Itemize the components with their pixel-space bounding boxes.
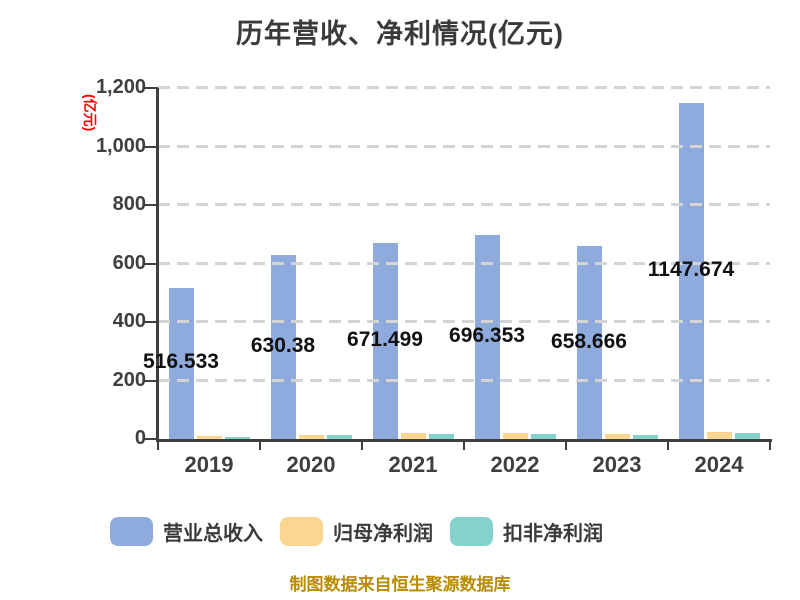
category-label-2024: 2024	[694, 452, 744, 477]
net-profit-color-swatch	[280, 517, 323, 546]
y-axis-tick-label-0: 0	[134, 427, 146, 449]
y-axis-tick-200	[144, 379, 158, 382]
y-axis-tick-label-1200: 1,200	[95, 76, 146, 98]
value-label-2020: 630.38	[250, 333, 316, 357]
bar-non-gaap-net-profit-2021	[428, 433, 454, 439]
bar-net-profit-attributable-2023	[604, 433, 630, 439]
category-label-2023: 2023	[592, 452, 642, 477]
legend-label-total-revenue: 营业总收入	[163, 523, 263, 545]
gridline-400	[158, 320, 770, 323]
y-axis-tick-label-600: 600	[112, 251, 146, 274]
revenue-color-swatch	[110, 517, 153, 546]
bar-non-gaap-net-profit-2020	[326, 435, 352, 439]
x-axis-tick-0	[157, 439, 159, 450]
x-axis-tick-2	[361, 439, 363, 450]
y-axis-tick-600	[144, 262, 158, 265]
legend-item-net-profit-attributable: 归母净利润	[280, 517, 433, 546]
y-axis-tick-label-400: 400	[112, 310, 146, 332]
y-axis-tick-1200	[144, 87, 158, 89]
category-label-2021: 2021	[388, 452, 438, 477]
y-axis-tick-800	[144, 204, 158, 206]
y-axis-tick-400	[144, 321, 158, 323]
value-label-2024: 1147.674	[647, 258, 735, 282]
x-axis-tick-6	[769, 439, 771, 450]
bar-net-profit-attributable-2022	[502, 432, 528, 439]
bar-non-gaap-net-profit-2023	[632, 434, 658, 439]
legend-item-total-revenue: 营业总收入	[110, 517, 263, 546]
gridline-1200	[158, 86, 770, 89]
bar-net-profit-attributable-2021	[400, 433, 426, 439]
category-label-2022: 2022	[490, 452, 540, 477]
data-source-note: 制图数据来自恒生聚源数据库	[289, 575, 511, 594]
category-label-2019: 2019	[184, 452, 234, 477]
x-axis-tick-3	[463, 439, 465, 450]
bar-net-profit-attributable-2019	[196, 436, 222, 439]
legend-item-non-gaap-net-profit: 扣非净利润	[450, 517, 603, 546]
bar-net-profit-attributable-2024	[706, 432, 732, 439]
bar-total-revenue-2022	[474, 235, 500, 439]
y-axis-tick-label-800: 800	[112, 193, 146, 215]
bar-non-gaap-net-profit-2019	[224, 436, 250, 439]
legend-label-non-gaap-net-profit: 扣非净利润	[503, 523, 603, 545]
x-axis-tick-4	[565, 439, 567, 450]
x-axis-tick-1	[259, 439, 261, 450]
x-axis-tick-5	[667, 439, 669, 450]
bar-total-revenue-2024	[678, 103, 704, 439]
legend-label-net-profit-attributable: 归母净利润	[333, 523, 433, 545]
category-label-2020: 2020	[286, 452, 336, 477]
bar-total-revenue-2019	[168, 287, 194, 439]
y-axis-tick-0	[144, 438, 158, 440]
chart-title: 历年营收、净利情况(亿元)	[236, 19, 564, 49]
bar-non-gaap-net-profit-2022	[530, 433, 556, 439]
bar-total-revenue-2023	[576, 246, 602, 439]
value-label-2022: 696.353	[449, 324, 525, 348]
value-label-2021: 671.499	[347, 327, 423, 351]
bar-net-profit-attributable-2020	[298, 434, 324, 439]
bar-total-revenue-2020	[270, 254, 296, 439]
bar-non-gaap-net-profit-2024	[734, 432, 760, 439]
value-label-2023: 658.666	[551, 329, 627, 353]
gridline-600	[158, 261, 770, 265]
value-label-2019: 516.533	[143, 350, 219, 374]
legend: 营业总收入 归母净利润 扣非净利润	[110, 517, 603, 546]
gridline-800	[158, 203, 770, 206]
gridline-1000	[158, 144, 770, 148]
y-axis-tick-label-200: 200	[112, 368, 146, 391]
y-axis-tick-label-1000: 1,000	[95, 134, 146, 157]
y-axis-line	[156, 88, 159, 442]
gridline-200	[158, 378, 770, 382]
non-gaap-color-swatch	[450, 517, 493, 546]
bar-total-revenue-2021	[372, 242, 398, 439]
y-axis-tick-1000	[144, 145, 158, 148]
